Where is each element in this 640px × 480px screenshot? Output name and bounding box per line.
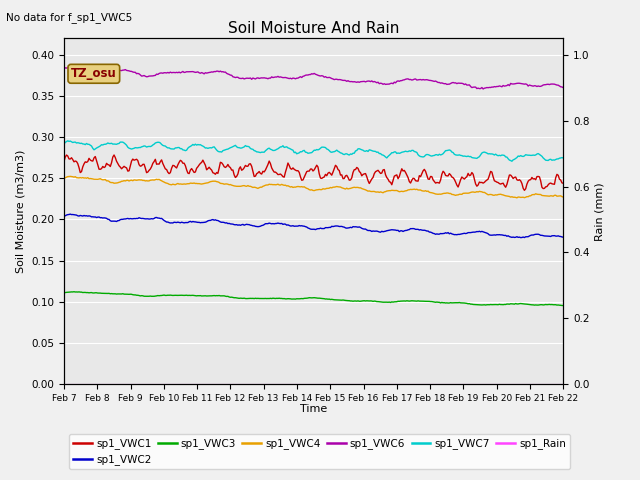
Y-axis label: Rain (mm): Rain (mm) — [595, 182, 605, 240]
Text: No data for f_sp1_VWC5: No data for f_sp1_VWC5 — [6, 12, 132, 23]
Y-axis label: Soil Moisture (m3/m3): Soil Moisture (m3/m3) — [15, 149, 26, 273]
X-axis label: Time: Time — [300, 404, 327, 414]
Text: TZ_osu: TZ_osu — [71, 67, 116, 80]
Legend: sp1_VWC1, sp1_VWC2, sp1_VWC3, sp1_VWC4, sp1_VWC6, sp1_VWC7, sp1_Rain: sp1_VWC1, sp1_VWC2, sp1_VWC3, sp1_VWC4, … — [69, 434, 570, 469]
Title: Soil Moisture And Rain: Soil Moisture And Rain — [228, 21, 399, 36]
